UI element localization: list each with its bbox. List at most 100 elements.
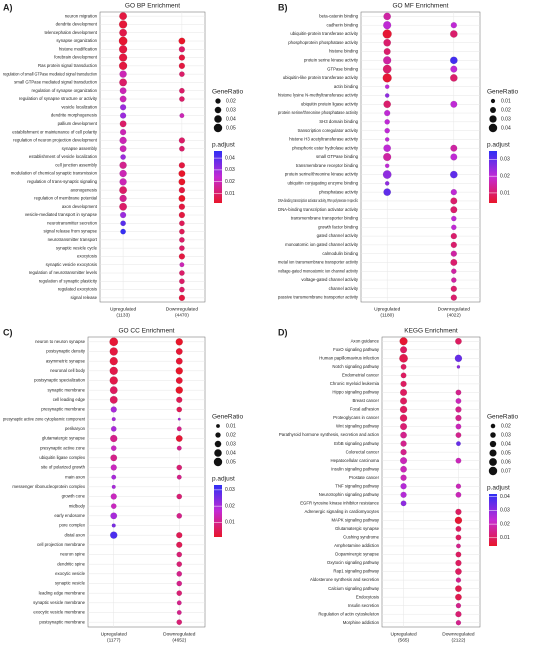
dot bbox=[119, 120, 127, 128]
dot bbox=[400, 388, 408, 396]
y-tick-label: regulation of synapse organization bbox=[32, 88, 98, 93]
colorbar-label: 0.02 bbox=[500, 173, 510, 179]
dot bbox=[178, 37, 186, 45]
dot bbox=[450, 100, 458, 108]
dot bbox=[455, 483, 462, 489]
y-tick-label: synapse organization bbox=[56, 38, 97, 43]
size-legend-dot bbox=[214, 449, 222, 457]
y-tick-label: phosphatase activity bbox=[319, 189, 359, 194]
dot bbox=[176, 396, 183, 403]
dot bbox=[450, 241, 457, 248]
dot bbox=[455, 526, 462, 532]
dot bbox=[382, 170, 392, 179]
size-legend-dot bbox=[490, 423, 496, 429]
size-legend-label: 0.02 bbox=[226, 432, 236, 438]
size-legend-dot bbox=[489, 440, 497, 448]
dot bbox=[109, 357, 118, 366]
y-tick-label: dendrite morphogenesis bbox=[51, 113, 97, 118]
panel-label: B) bbox=[278, 2, 288, 12]
dot bbox=[450, 74, 458, 82]
dot bbox=[455, 568, 462, 575]
size-legend-label: 0.07 bbox=[501, 468, 511, 474]
dot bbox=[110, 445, 117, 451]
dot bbox=[384, 181, 390, 186]
dot bbox=[176, 493, 183, 500]
y-tick-label: protein serine kinase activity bbox=[304, 57, 359, 62]
y-tick-label: regulation of trans-synaptic signaling bbox=[27, 179, 97, 184]
dot bbox=[118, 20, 128, 29]
size-legend-dot bbox=[213, 123, 223, 133]
dot bbox=[179, 270, 185, 276]
y-tick-label: ubiquitin ligase complex bbox=[39, 455, 85, 460]
dot bbox=[178, 54, 186, 61]
dot bbox=[119, 70, 127, 78]
y-tick-label: pore complex bbox=[59, 523, 86, 528]
dot bbox=[455, 389, 462, 396]
dot bbox=[119, 104, 127, 111]
y-tick-label: Parathyroid hormone synthesis, secretion… bbox=[279, 432, 380, 437]
y-tick-label: site of polarized growth bbox=[41, 465, 86, 470]
y-tick-label: Endocytosis bbox=[356, 594, 379, 599]
x-tick-count: (1180) bbox=[380, 312, 394, 318]
dot bbox=[400, 491, 407, 498]
colorbar-label: 0.03 bbox=[225, 487, 235, 493]
y-tick-label: Oxytocin signaling pathway bbox=[327, 560, 380, 565]
y-tick-label: axon development bbox=[62, 204, 98, 209]
size-legend-label: 0.02 bbox=[501, 423, 511, 429]
dot bbox=[118, 61, 128, 70]
dot bbox=[178, 195, 186, 202]
panel-label: C) bbox=[3, 327, 13, 337]
y-tick-label: presynaptic active zone bbox=[40, 445, 86, 450]
dot bbox=[383, 21, 392, 30]
y-tick-label: neuronal cell body bbox=[50, 368, 86, 373]
dot bbox=[384, 163, 390, 169]
y-tick-label: ubiquitin-protein transferase activity bbox=[290, 31, 358, 36]
dot bbox=[175, 338, 183, 346]
y-tick-label: Insulin signaling pathway bbox=[331, 466, 380, 471]
dot bbox=[383, 56, 392, 65]
dot bbox=[400, 483, 407, 490]
dot bbox=[179, 278, 185, 285]
dot bbox=[450, 250, 457, 257]
dot bbox=[399, 353, 408, 363]
dot bbox=[176, 551, 183, 558]
y-tick-label: Chronic myeloid leukemia bbox=[330, 381, 380, 386]
colorbar-label: 0.01 bbox=[500, 190, 510, 196]
y-tick-label: neuron to neuron synapse bbox=[35, 339, 86, 344]
dot bbox=[120, 220, 126, 227]
panel: D) KEGG Enrichment Axon guidance FoxO signa… bbox=[278, 327, 518, 643]
y-tick-label: Amphetamine addiction bbox=[334, 543, 380, 548]
dot bbox=[179, 113, 185, 119]
y-tick-label: telencephalon development bbox=[44, 30, 97, 35]
dot bbox=[400, 397, 408, 405]
y-tick-label: regulation of synapse structure or activ… bbox=[19, 96, 98, 101]
y-tick-label: histone modification bbox=[59, 46, 98, 51]
y-tick-label: exocytic vesicle bbox=[55, 571, 85, 576]
dot bbox=[384, 137, 390, 142]
dot bbox=[111, 523, 116, 528]
dot bbox=[178, 178, 186, 186]
x-tick-label: Downregulated bbox=[442, 631, 475, 637]
y-tick-label: Cushing syndrome bbox=[343, 535, 379, 540]
x-tick-label: Upregulated bbox=[390, 631, 416, 637]
size-legend-dot bbox=[214, 440, 222, 448]
x-tick-count: (4022) bbox=[447, 312, 461, 318]
colorbar bbox=[214, 151, 222, 203]
y-tick-label: EGFR tyrosine kinase inhibitor resistanc… bbox=[300, 500, 379, 505]
y-tick-label: Hepatocellular carcinoma bbox=[331, 458, 380, 463]
y-tick-label: regulation of neurotransmitter levels bbox=[29, 270, 97, 275]
y-tick-label: messenger ribonucleoprotein complex bbox=[12, 484, 85, 489]
dot bbox=[120, 154, 126, 160]
y-tick-label: signal release from synapse bbox=[44, 229, 98, 234]
y-tick-label: synaptic vesicle membrane bbox=[33, 600, 85, 605]
dot bbox=[110, 406, 117, 413]
dot bbox=[179, 262, 185, 268]
x-tick-count: (4470) bbox=[175, 312, 189, 318]
dot bbox=[176, 426, 182, 432]
y-tick-label: pallium development bbox=[58, 121, 98, 126]
y-tick-label: neuron spine bbox=[60, 552, 85, 557]
y-tick-label: gated channel activity bbox=[317, 233, 359, 238]
dot bbox=[179, 71, 185, 77]
colorbar-label: 0.03 bbox=[225, 167, 235, 173]
dot bbox=[450, 206, 458, 214]
